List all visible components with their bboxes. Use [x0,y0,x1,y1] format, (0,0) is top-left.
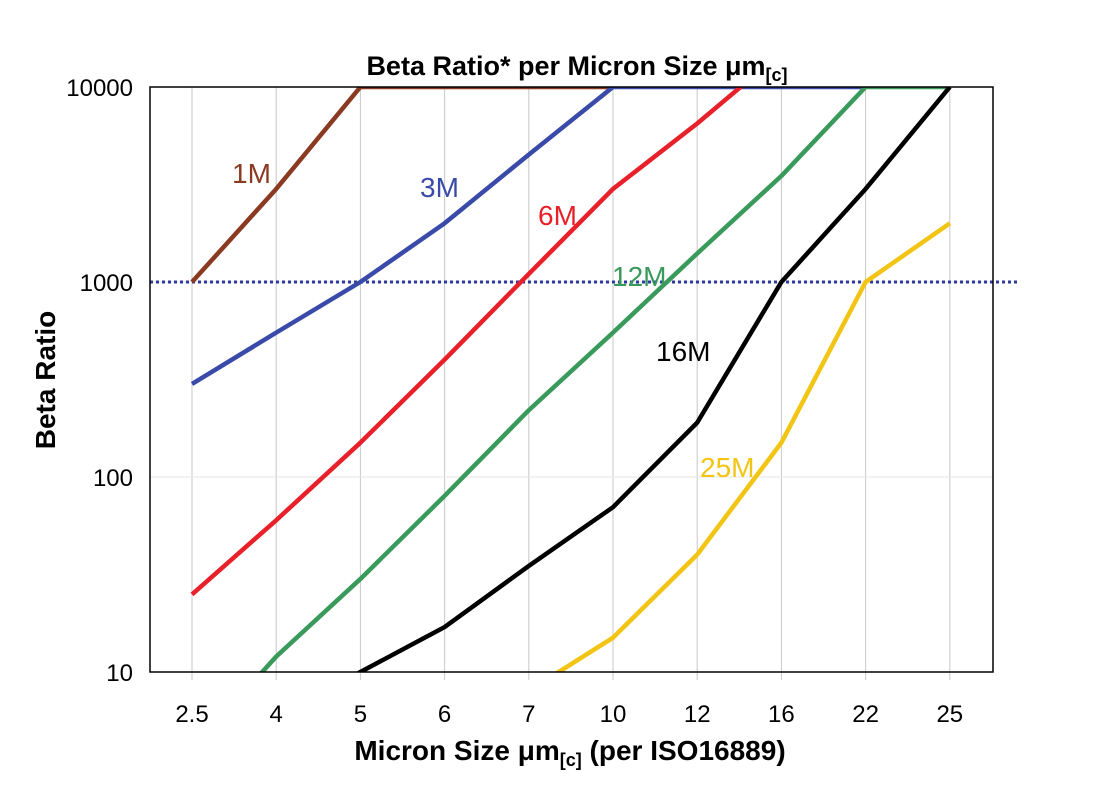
series-label-6M: 6M [538,200,577,231]
x-tick-label: 16 [768,701,795,728]
x-axis-label: Micron Size μm[c] (per ISO16889) [354,735,785,770]
series-label-3M: 3M [420,172,459,203]
chart-title: Beta Ratio* per Micron Size μm[c] [366,51,787,85]
series-line-25M [554,221,952,672]
series-label-16M: 16M [656,336,710,367]
y-tick-label: 10 [106,660,133,687]
y-tick-label: 1000 [80,270,133,297]
series-label-1M: 1M [232,158,271,189]
x-tick-label: 7 [522,701,535,728]
x-tick-label: 4 [270,701,283,728]
gridlines [150,86,993,680]
y-tick-labels: 10 100 1000 10000 [66,75,133,687]
x-tick-label: 22 [852,701,879,728]
plot-area-border [149,86,994,673]
x-tick-label: 10 [600,701,627,728]
series-line-3M [190,87,866,386]
x-tick-label: 5 [354,701,367,728]
series-label-25M: 25M [700,452,754,483]
series-line-16M [355,87,952,672]
x-tick-label: 6 [438,701,451,728]
x-tick-labels: 2.5 4 5 6 7 10 12 16 22 25 [175,701,963,728]
y-axis-label: Beta Ratio [30,311,61,449]
x-tick-label: 12 [684,701,711,728]
series-label-12M: 12M [612,261,666,292]
x-tick-label: 25 [936,701,963,728]
series-line-6M [190,87,745,597]
series-labels: 1M 3M 6M 12M 16M 25M [232,158,754,483]
y-tick-label: 10000 [66,75,133,102]
title-subscript: [c] [766,65,788,85]
series-lines [190,87,952,672]
x-tick-label: 2.5 [175,701,208,728]
series-line-1M [190,87,613,284]
y-tick-label: 100 [93,465,133,492]
series-line-12M [259,87,950,672]
